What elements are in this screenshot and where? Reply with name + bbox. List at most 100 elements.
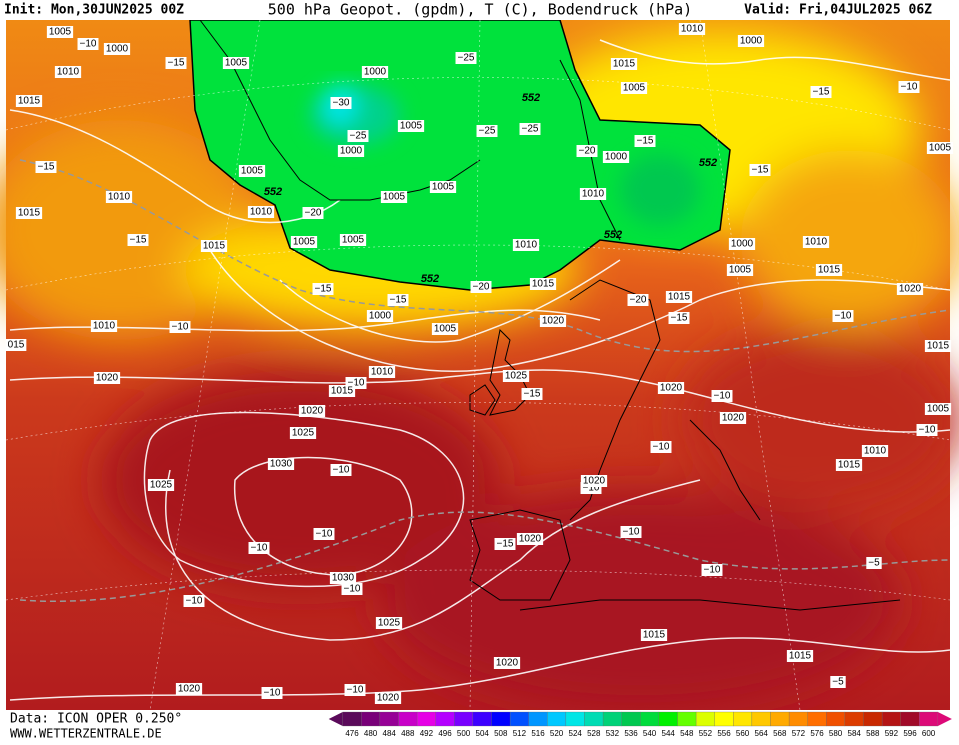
- geopotential-label: 552: [421, 273, 439, 285]
- pressure-label-box: [924, 403, 952, 415]
- pressure-label-box: [103, 43, 131, 55]
- temperature-label-group: −25: [476, 125, 498, 137]
- valid-time: Valid: Fri,04JUL2025 06Z: [744, 3, 932, 18]
- pressure-label-group: 1020: [539, 315, 567, 327]
- pressure-label-group: 1015: [529, 278, 557, 290]
- temperature-label-group: −15: [810, 86, 832, 98]
- legend-tick-label: 544: [662, 729, 676, 738]
- legend-tick-label: 476: [345, 729, 359, 738]
- pressure-label-group: 1010: [90, 320, 118, 332]
- temperature-label-box: [576, 145, 598, 157]
- pressure-label: 1025: [150, 480, 173, 491]
- pressure-label: 1020: [96, 373, 119, 384]
- geopotential-label-group: 552: [522, 92, 540, 104]
- pressure-label: 1015: [532, 279, 555, 290]
- pressure-label-box: [15, 207, 43, 219]
- pressure-label-group: 1015: [610, 58, 638, 70]
- temperature-label-group: −10: [183, 595, 205, 607]
- geopotential-label-group: 552: [421, 273, 439, 285]
- temperature-label: −15: [671, 313, 688, 324]
- temperature-label-box: [620, 526, 642, 538]
- temperature-label: −20: [579, 146, 596, 157]
- pressure-label: 1015: [643, 630, 666, 641]
- legend-swatch: [807, 711, 827, 727]
- pressure-label: 1020: [722, 413, 745, 424]
- pressure-label: 1025: [378, 618, 401, 629]
- pressure-label-box: [147, 479, 175, 491]
- legend-tick-label: 488: [401, 729, 415, 738]
- pressure-label-box: [366, 310, 394, 322]
- temperature-label: −10: [186, 596, 203, 607]
- legend-tick-label: 540: [643, 729, 657, 738]
- temperature-label-box: [347, 130, 369, 142]
- temperature-label-box: [313, 528, 335, 540]
- pressure-label: 1005: [342, 235, 365, 246]
- legend-swatch: [900, 711, 920, 727]
- pressure-label-group: 1015: [815, 264, 843, 276]
- pressure-label-group: 1015: [15, 207, 43, 219]
- pressure-label: 1030: [270, 459, 293, 470]
- pressure-label-box: [786, 650, 814, 662]
- pressure-label: 1005: [434, 324, 457, 335]
- temperature-label-box: [455, 52, 477, 64]
- pressure-label: 1015: [203, 241, 226, 252]
- pressure-label: 1005: [432, 182, 455, 193]
- legend-tick-label: 524: [569, 729, 583, 738]
- temperature-label-box: [302, 207, 324, 219]
- temperature-label-box: [810, 86, 832, 98]
- legend-swatch: [677, 711, 697, 727]
- temperature-label-group: −10: [344, 684, 366, 696]
- pressure-label: 1000: [364, 67, 387, 78]
- 552-gpdm-region: [189, 19, 731, 291]
- geopotential-label: 552: [522, 92, 540, 104]
- pressure-label-box: [175, 683, 203, 695]
- temperature-label-box: [248, 542, 270, 554]
- legend-swatch: [788, 711, 808, 727]
- pressure-label: 1000: [369, 311, 392, 322]
- legend-swatch: [770, 711, 790, 727]
- pressure-label-group: 1020: [896, 283, 924, 295]
- legend-tick-label: 564: [755, 729, 769, 738]
- isotherms: [19, 159, 951, 603]
- pressure-label-group: 1010: [802, 236, 830, 248]
- temperature-label-group: −10: [169, 321, 191, 333]
- pressure-label-box: [238, 165, 266, 177]
- pressure-label-group: 1010: [579, 188, 607, 200]
- legend-tick-label: 556: [717, 729, 731, 738]
- pressure-label-box: [610, 58, 638, 70]
- pressure-label-box: [380, 191, 408, 203]
- pressure-label-box: [431, 323, 459, 335]
- pressure-label-group: 1010: [861, 445, 889, 457]
- temperature-label-box: [832, 310, 854, 322]
- temperature-label-group: −10: [77, 38, 99, 50]
- pressure-label: 1020: [660, 383, 683, 394]
- pressure-label-box: [640, 629, 668, 641]
- temperature-label-box: [330, 464, 352, 476]
- temperature-label-box: [35, 161, 57, 173]
- temperature-label: −10: [80, 39, 97, 50]
- pressure-label: 1010: [582, 189, 605, 200]
- temperature-label-group: −5: [866, 557, 882, 569]
- temperature-label-box: [341, 583, 363, 595]
- pressure-label: 015: [8, 340, 25, 351]
- pressure-label-group: 1005: [222, 57, 250, 69]
- temperature-label-box: [476, 125, 498, 137]
- legend-swatch: [491, 711, 511, 727]
- temperature-label-group: −15: [312, 283, 334, 295]
- pressure-label-group: 1015: [640, 629, 668, 641]
- temperature-label-box: [470, 281, 492, 293]
- temperature-label-box: [77, 38, 99, 50]
- geopotential-label: 552: [699, 157, 717, 169]
- legend-tick-label: 576: [810, 729, 824, 738]
- temperature-label-box: [330, 97, 352, 109]
- legend-swatch: [602, 711, 622, 727]
- pressure-label: 1020: [377, 693, 400, 704]
- legend-swatch: [565, 711, 585, 727]
- legend-tick-label: 588: [866, 729, 880, 738]
- pressure-label-box: [298, 405, 326, 417]
- temperature-label-box: [312, 283, 334, 295]
- temperature-label: −10: [347, 685, 364, 696]
- init-time: Init: Mon,30JUN2025 00Z: [4, 3, 184, 18]
- legend-swatch: [658, 711, 678, 727]
- pressure-label: 1010: [805, 237, 828, 248]
